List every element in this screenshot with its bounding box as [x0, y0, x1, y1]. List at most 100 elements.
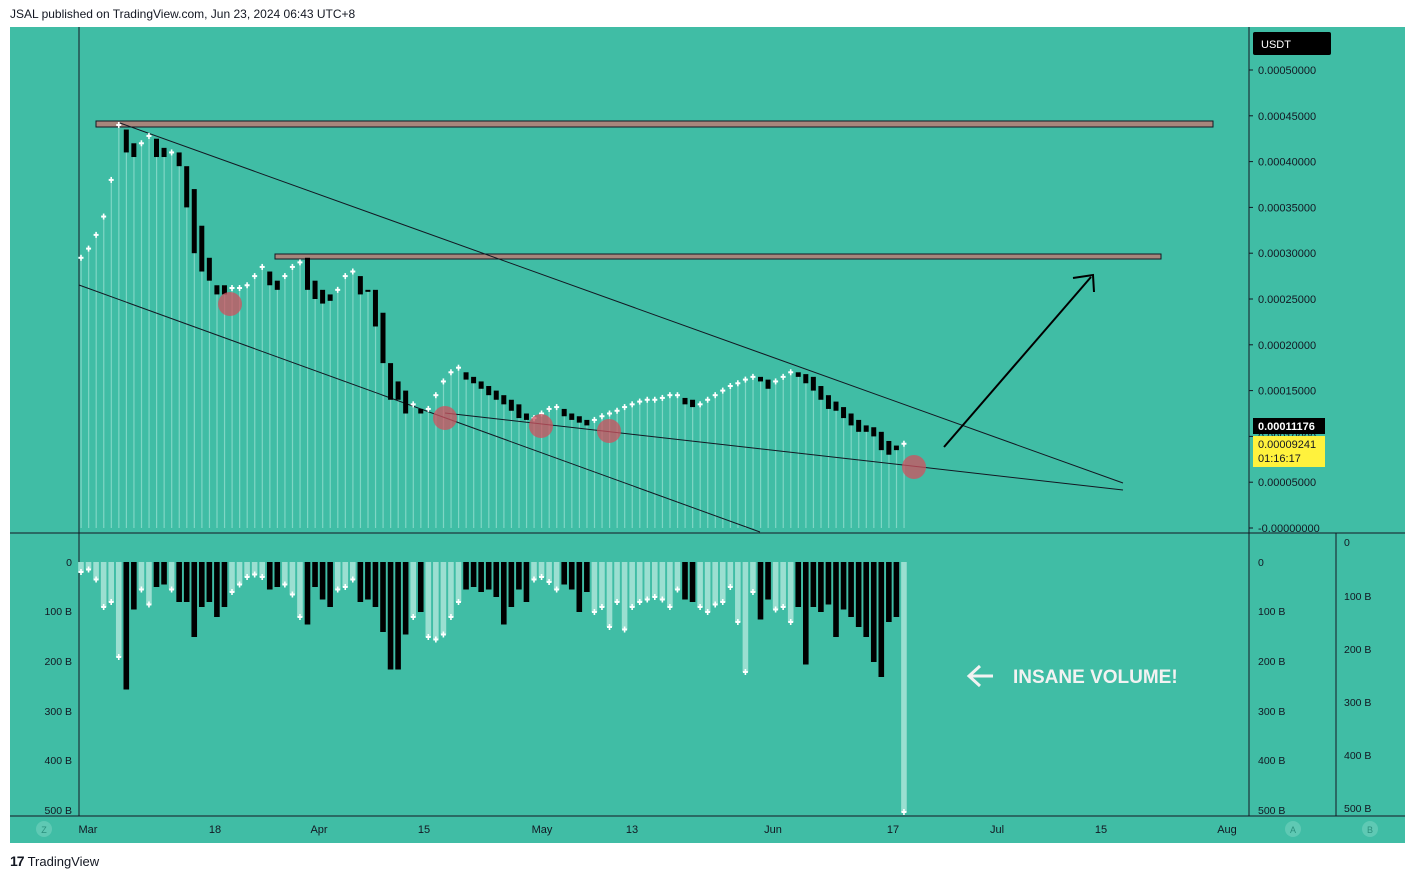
volume-bar[interactable]: [131, 562, 137, 610]
volume-bar[interactable]: [591, 562, 598, 612]
candle[interactable]: [108, 176, 114, 183]
volume-bar[interactable]: [870, 562, 877, 662]
volume-bar[interactable]: [327, 562, 333, 607]
candle[interactable]: [425, 405, 431, 412]
candle[interactable]: [312, 280, 318, 299]
volume-bar[interactable]: [191, 562, 198, 637]
volume-bar[interactable]: [448, 562, 454, 617]
tradingview-footer[interactable]: 17 TradingView: [10, 853, 99, 869]
candle[interactable]: [289, 263, 295, 270]
volume-bar[interactable]: [523, 562, 530, 602]
lower-channel-line[interactable]: [78, 284, 761, 533]
candle[interactable]: [327, 294, 333, 301]
candle[interactable]: [893, 445, 899, 451]
volume-bar[interactable]: [221, 562, 228, 607]
volume-bar[interactable]: [312, 562, 318, 587]
candle[interactable]: [214, 285, 220, 295]
volume-bar[interactable]: [667, 562, 673, 607]
candle[interactable]: [252, 273, 258, 280]
volume-bar[interactable]: [433, 562, 439, 640]
volume-bar[interactable]: [259, 562, 265, 577]
volume-bar[interactable]: [855, 562, 862, 627]
volume-bar[interactable]: [742, 562, 749, 672]
candle[interactable]: [138, 140, 144, 147]
candle[interactable]: [523, 413, 529, 420]
volume-bar[interactable]: [787, 562, 794, 622]
volume-bar[interactable]: [387, 562, 394, 670]
volume-bar[interactable]: [750, 562, 756, 592]
candle[interactable]: [267, 271, 273, 286]
volume-bar[interactable]: [803, 562, 809, 665]
volume-bar[interactable]: [236, 562, 243, 585]
volume-bar[interactable]: [478, 562, 484, 592]
volume-bar[interactable]: [304, 562, 311, 625]
volume-axis-outer[interactable]: 0 100 B 200 B 300 B 400 B 500 B: [1344, 537, 1371, 815]
candle[interactable]: [357, 276, 363, 295]
volume-bar[interactable]: [493, 562, 500, 597]
resistance-zone-upper[interactable]: [95, 120, 1214, 128]
candle[interactable]: [659, 394, 665, 401]
volume-bar[interactable]: [115, 562, 122, 657]
volume-bar[interactable]: [357, 562, 364, 602]
volume-bar[interactable]: [757, 562, 764, 620]
volume-axis-right[interactable]: 0 100 B 200 B 300 B 400 B 500 B: [1258, 557, 1285, 817]
scale-button-z[interactable]: Z: [36, 821, 52, 837]
volume-bar[interactable]: [342, 562, 349, 587]
volume-bar[interactable]: [697, 562, 703, 607]
candle[interactable]: [765, 379, 771, 389]
volume-bar[interactable]: [319, 562, 326, 600]
volume-bar[interactable]: [425, 562, 432, 637]
candle[interactable]: [863, 425, 869, 432]
volume-bar[interactable]: [727, 562, 734, 587]
volume-bar[interactable]: [93, 562, 99, 580]
volume-bar[interactable]: [395, 562, 401, 670]
candle[interactable]: [78, 254, 84, 261]
volume-bar[interactable]: [100, 562, 107, 607]
candle[interactable]: [403, 390, 409, 414]
candle[interactable]: [810, 376, 816, 391]
volume-bar[interactable]: [455, 562, 462, 602]
resistance-zone-lower[interactable]: [274, 253, 1162, 260]
volume-bar[interactable]: [508, 562, 515, 607]
volume-bar[interactable]: [501, 562, 507, 625]
candle[interactable]: [803, 374, 809, 384]
candle[interactable]: [388, 363, 394, 400]
candle[interactable]: [720, 387, 726, 394]
candle[interactable]: [871, 427, 877, 437]
volume-bar[interactable]: [636, 562, 643, 602]
volume-bar[interactable]: [463, 562, 469, 590]
volume-bar[interactable]: [863, 562, 869, 637]
volume-bar[interactable]: [825, 562, 832, 605]
candle[interactable]: [629, 401, 635, 408]
candle[interactable]: [682, 397, 688, 405]
candle[interactable]: [622, 404, 628, 411]
volume-bar[interactable]: [606, 562, 613, 627]
volume-bar[interactable]: [810, 562, 817, 607]
candle[interactable]: [667, 392, 673, 399]
candle[interactable]: [901, 440, 907, 447]
volume-bar[interactable]: [553, 562, 560, 590]
candle[interactable]: [546, 405, 552, 412]
volume-bar[interactable]: [719, 562, 726, 602]
volume-bar[interactable]: [795, 562, 802, 607]
candle[interactable]: [825, 395, 831, 409]
volume-bar[interactable]: [402, 562, 409, 635]
candle[interactable]: [727, 383, 733, 390]
volume-bar[interactable]: [365, 562, 371, 600]
volume-bar[interactable]: [893, 562, 900, 617]
candle[interactable]: [742, 376, 748, 383]
candle[interactable]: [395, 381, 401, 400]
candle[interactable]: [501, 395, 507, 405]
volume-bar[interactable]: [818, 562, 824, 612]
volume-bar[interactable]: [85, 562, 92, 570]
candle[interactable]: [591, 416, 597, 423]
candle[interactable]: [123, 129, 129, 153]
candle[interactable]: [448, 369, 454, 376]
candle[interactable]: [697, 401, 703, 408]
candle[interactable]: [561, 408, 567, 417]
volume-bar[interactable]: [274, 562, 281, 587]
volume-bar[interactable]: [485, 562, 492, 590]
candle[interactable]: [365, 289, 371, 292]
volume-bar[interactable]: [206, 562, 213, 602]
